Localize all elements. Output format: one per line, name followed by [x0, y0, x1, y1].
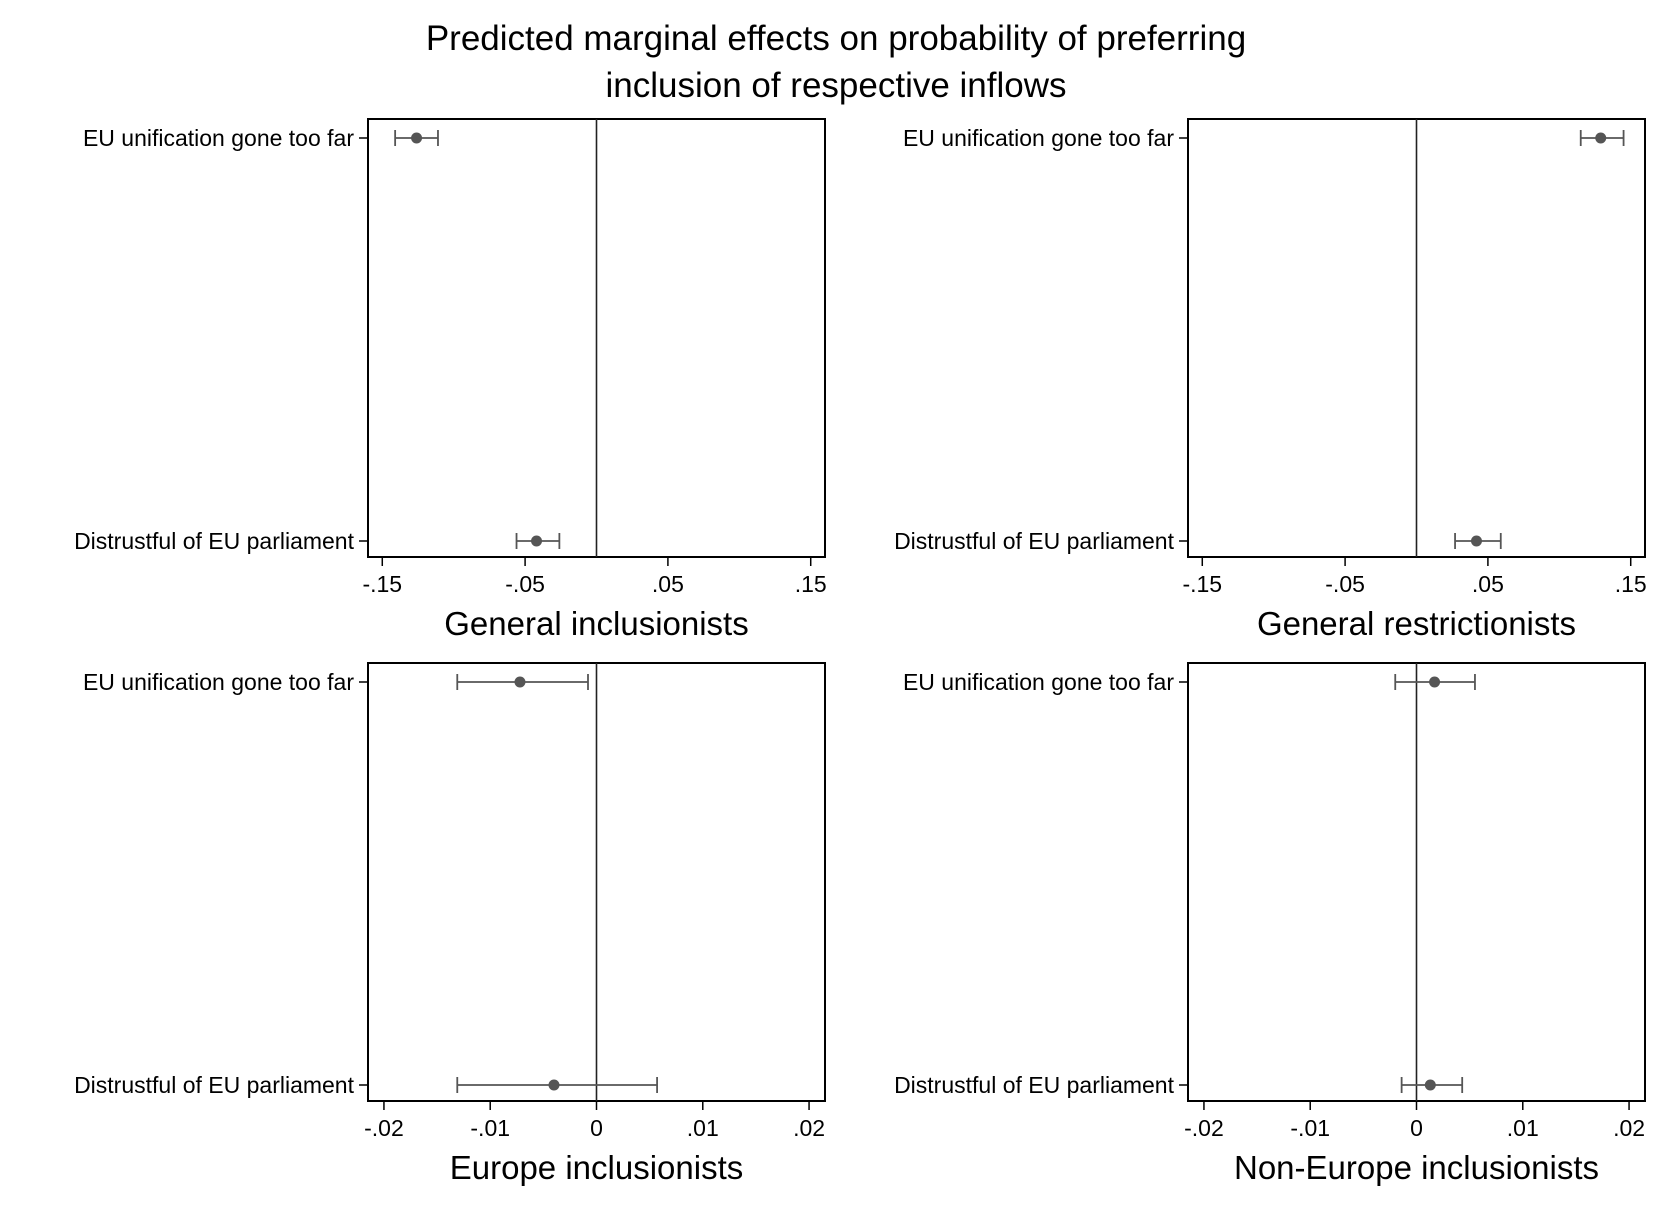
x-tick-label: -.01	[470, 1115, 510, 1141]
x-tick-label: -.02	[1184, 1115, 1224, 1141]
panel-title: Non-Europe inclusionists	[1234, 1149, 1599, 1186]
x-tick-label: -.15	[362, 571, 402, 597]
panel-2: -.15 -.05 .05 .15 EU unification gone too fa…	[894, 118, 1647, 642]
x-tick-label: .01	[687, 1115, 719, 1141]
x-tick-label: .02	[793, 1115, 825, 1141]
panel-4: -.02 -.01 0 .01 .02 EU unification gone too f…	[894, 662, 1646, 1186]
figure-title-line-1: Predicted marginal effects on probabilit…	[426, 19, 1246, 58]
estimate-point	[1595, 132, 1607, 144]
figure-title-line-2: inclusion of respective inflows	[605, 66, 1066, 105]
y-category-label: EU unification gone too far	[903, 125, 1174, 151]
y-category-label: EU unification gone too far	[83, 125, 354, 151]
y-category-label: EU unification gone too far	[903, 669, 1174, 695]
estimate-point	[548, 1079, 560, 1091]
x-tick-label: -.05	[1325, 571, 1365, 597]
x-tick-label: -.15	[1182, 571, 1222, 597]
estimate-1	[394, 130, 439, 146]
estimate-point	[1429, 676, 1441, 688]
x-tick-label: .05	[1472, 571, 1504, 597]
estimate-1	[456, 674, 589, 690]
x-tick-label: .15	[795, 571, 827, 597]
estimate-point	[531, 535, 543, 547]
panel-title: General restrictionists	[1257, 605, 1576, 642]
estimate-point	[1470, 535, 1482, 547]
x-tick-label: .01	[1507, 1115, 1539, 1141]
y-category-label: Distrustful of EU parliament	[74, 1072, 355, 1098]
x-tick-label: .02	[1613, 1115, 1645, 1141]
estimate-1	[1579, 130, 1625, 146]
estimate-2	[456, 1077, 658, 1093]
estimate-point	[1424, 1079, 1436, 1091]
x-tick-label: .15	[1615, 571, 1647, 597]
panels: -.15 -.05 .05 .15 EU unification gone too fa…	[74, 118, 1647, 1186]
x-tick-label: 0	[1410, 1115, 1423, 1141]
x-tick-label: -.05	[505, 571, 545, 597]
estimate-2	[515, 533, 561, 549]
estimate-point	[411, 132, 423, 144]
estimate-2	[1454, 533, 1502, 549]
x-tick-label: .05	[652, 571, 684, 597]
panel-title: Europe inclusionists	[450, 1149, 744, 1186]
y-category-label: Distrustful of EU parliament	[894, 1072, 1175, 1098]
y-category-label: Distrustful of EU parliament	[894, 528, 1175, 554]
y-category-label: Distrustful of EU parliament	[74, 528, 355, 554]
estimate-2	[1400, 1077, 1464, 1093]
x-tick-label: -.02	[364, 1115, 404, 1141]
x-tick-label: 0	[590, 1115, 603, 1141]
panel-3: -.02 -.01 0 .01 .02 EU unification gone too f…	[74, 662, 826, 1186]
y-category-label: EU unification gone too far	[83, 669, 354, 695]
panel-1: -.15 -.05 .05 .15 EU unification gone too fa…	[74, 118, 827, 642]
estimate-point	[514, 676, 526, 688]
panel-title: General inclusionists	[444, 605, 748, 642]
estimate-1	[1394, 674, 1476, 690]
x-tick-label: -.01	[1290, 1115, 1330, 1141]
